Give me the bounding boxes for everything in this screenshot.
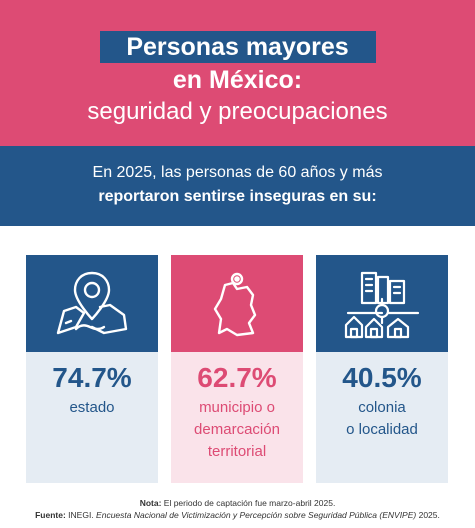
- card-icon-panel: [26, 255, 158, 352]
- footnote-source: Fuente: INEGI. Encuesta Nacional de Vict…: [35, 510, 440, 520]
- card-stat-panel: [171, 352, 303, 483]
- footnote-note: Nota: El periodo de captación fue marzo-…: [139, 498, 336, 508]
- stat-card-estado: 74.7% estado: [26, 255, 158, 483]
- intro-text-bold: reportaron sentirse inseguras en su:: [98, 188, 377, 205]
- title-highlight-box: [100, 31, 376, 63]
- page-title-line2: en México:: [172, 66, 303, 94]
- header-banner: [0, 0, 475, 146]
- stat-card-municipio: 62.7% municipio o demarcación territoria…: [171, 255, 303, 483]
- stat-label: estado: [69, 399, 115, 416]
- municipality-map-icon: [213, 272, 257, 337]
- stat-value: 40.5%: [342, 362, 422, 393]
- map-pin-icon: [56, 271, 128, 335]
- stat-label: colonia o localidad: [346, 399, 418, 438]
- intro-text: En 2025, las personas de 60 años y más: [92, 164, 383, 181]
- stat-value: 74.7%: [52, 362, 132, 393]
- page-subtitle: seguridad y preocupaciones: [87, 98, 388, 125]
- card-stat-panel: [316, 352, 448, 483]
- card-icon-panel: [171, 255, 303, 352]
- stat-label: municipio o demarcación territorial: [194, 399, 280, 460]
- card-icon-panel: [316, 255, 448, 352]
- stat-value: 62.7%: [197, 362, 277, 393]
- page-title: Personas mayores: [126, 33, 349, 61]
- intro-band: [0, 146, 475, 226]
- card-stat-panel: [26, 352, 158, 483]
- neighborhood-icon: [344, 271, 420, 339]
- stat-card-colonia: 40.5% colonia o localidad: [316, 255, 448, 483]
